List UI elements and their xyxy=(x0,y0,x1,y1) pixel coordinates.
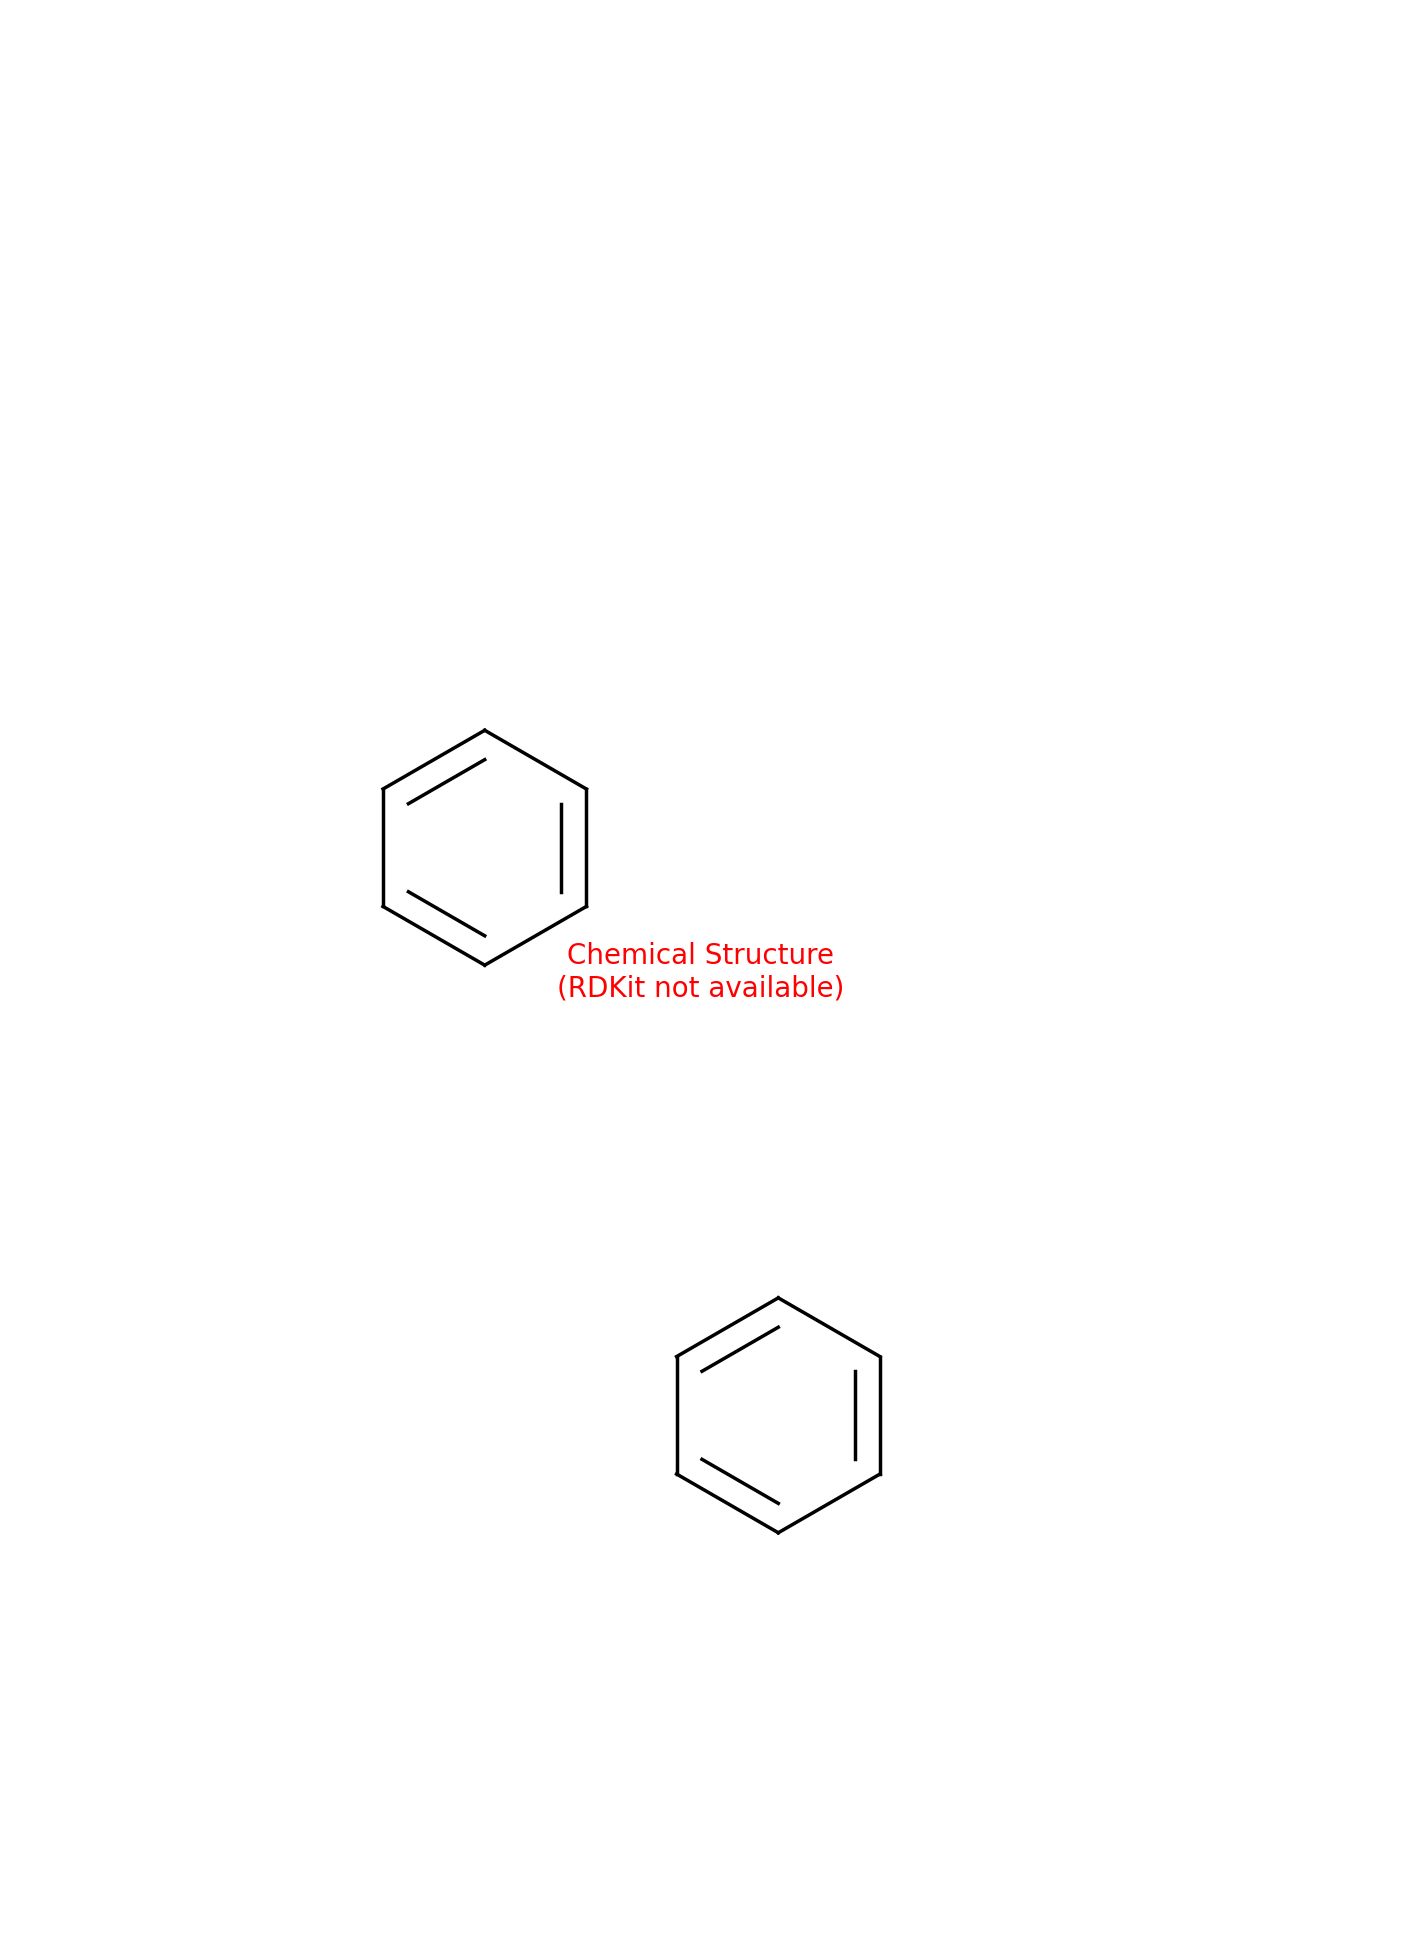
Text: Chemical Structure
(RDKit not available): Chemical Structure (RDKit not available) xyxy=(556,941,845,1004)
